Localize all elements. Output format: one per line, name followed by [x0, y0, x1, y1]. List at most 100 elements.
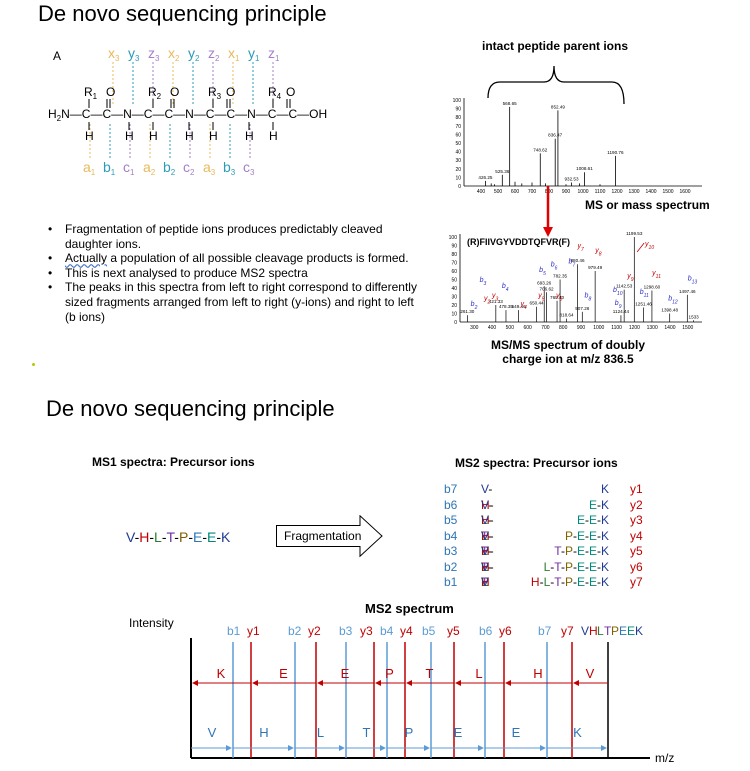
precursor-residue: - [202, 529, 207, 545]
y-axis-label: Intensity [129, 616, 174, 630]
svg-text:426.25: 426.25 [478, 175, 492, 180]
precursor-residue: - [161, 529, 167, 545]
y-series-residue: K [217, 666, 226, 681]
b-fragment: V [481, 575, 490, 589]
precursor-residue: - [216, 529, 222, 545]
y-fragment: P-E-E-K [564, 528, 609, 543]
svg-text:880.46: 880.46 [570, 258, 584, 263]
svg-text:500: 500 [506, 325, 515, 331]
ion-label: y2 [483, 296, 491, 306]
top-ion-label: y3 [128, 45, 140, 63]
svg-text:O: O [226, 85, 235, 99]
bullet-item: Fragmentation of peptide ions produces p… [48, 222, 420, 251]
precursor-residue: - [174, 529, 179, 545]
svg-text:1000: 1000 [577, 189, 588, 195]
panel-label: A [53, 49, 61, 63]
r-group-label: R3 [208, 85, 222, 101]
b-ion-label: b5 [444, 513, 458, 527]
ms2-spectrum-title: MS2 spectrum [365, 601, 454, 616]
spectrum-ion-label: y1 [247, 624, 260, 638]
svg-text:600: 600 [511, 189, 520, 195]
svg-text:261.30: 261.30 [460, 309, 474, 314]
r-group-label: R2 [148, 85, 162, 101]
sequence-letter: T [604, 624, 612, 638]
ion-label: y9 [626, 273, 634, 283]
svg-text:500: 500 [494, 189, 503, 195]
spectrum-ion-label: b2 [288, 624, 302, 638]
svg-text:800: 800 [559, 325, 568, 331]
sequence-letter: H [589, 624, 598, 638]
svg-text:1200: 1200 [629, 325, 640, 331]
svg-text:525.36: 525.36 [495, 169, 509, 174]
r-group-label: R4 [268, 85, 282, 101]
top-ion-label: y1 [248, 45, 260, 63]
svg-text:932.53: 932.53 [564, 177, 578, 182]
svg-text:300: 300 [470, 325, 479, 331]
y-ion-label: y5 [630, 544, 643, 558]
svg-text:979.49: 979.49 [588, 265, 602, 270]
bottom-ion-label: c2 [183, 159, 195, 177]
svg-text:H: H [269, 129, 278, 143]
ion-label: y8 [594, 247, 602, 257]
b-ion-label: b2 [444, 559, 458, 574]
bottom-ion-label: c1 [123, 159, 135, 177]
top-ion-label: z3 [148, 45, 160, 63]
svg-text:80: 80 [455, 115, 461, 121]
bullet-text: a population of all possible cleavage pr… [107, 251, 409, 266]
precursor-residue: - [134, 529, 140, 545]
peptide-fragmentation-diagram: A x3 y3 z3 x2 y2 z2 x1 y1 z1 R1 R2 R3 R4 O O O O H2N—C… [48, 45, 327, 177]
spectrum-ion-label: y7 [561, 624, 574, 638]
svg-text:40: 40 [451, 286, 457, 292]
top-ion-label: x2 [168, 45, 180, 63]
y-ion-label: y7 [630, 575, 643, 589]
sequence-letter: P [611, 624, 619, 638]
slide1-title: De novo sequencing principle [38, 1, 327, 26]
bottom-ion-label: c3 [243, 159, 255, 177]
bottom-ion-label: b3 [223, 159, 236, 177]
svg-text:1251.46: 1251.46 [635, 302, 652, 307]
svg-text:478.35: 478.35 [499, 304, 513, 309]
y-series-residue: H [533, 666, 542, 681]
ion-label: y7 [576, 243, 584, 253]
bullet-item: This is next analysed to produce MS2 spe… [48, 266, 420, 281]
ion-label: b7 [569, 258, 576, 268]
svg-text:1497.46: 1497.46 [679, 289, 696, 294]
y-series-residue: P [385, 666, 394, 681]
svg-text:400: 400 [488, 325, 497, 331]
b-fragment: V-H-L-T-P-E-E [481, 482, 494, 589]
ion-label: b13 [688, 275, 698, 285]
precursor-residue: K [221, 529, 231, 545]
b-series-residue: T [363, 725, 371, 740]
b-ion-label: b7 [444, 482, 458, 496]
svg-text:30: 30 [451, 295, 457, 301]
bottom-ion-label: a3 [203, 159, 216, 177]
svg-text:H: H [245, 129, 254, 143]
svg-text:O: O [106, 85, 115, 99]
underlined-word: Actually [65, 251, 108, 266]
svg-text:1000: 1000 [593, 325, 604, 331]
ion-label: y11 [651, 270, 661, 280]
b-series-residue: H [259, 725, 268, 740]
ms2-heading: MS2 spectra: Precursor ions [455, 456, 618, 470]
svg-text:907.26: 907.26 [575, 306, 589, 311]
svg-text:1124.44: 1124.44 [613, 309, 630, 314]
svg-text:60: 60 [455, 132, 461, 138]
ion-label: y10 [644, 241, 654, 251]
svg-text:400: 400 [477, 189, 486, 195]
x-axis-label: m/z [655, 751, 675, 765]
svg-text:549.46: 549.46 [512, 304, 526, 309]
precursor-residue: H [139, 529, 150, 545]
sequence-letter: E [627, 624, 635, 638]
y-series-residue: V [586, 666, 595, 681]
spectrum-ion-label: b7 [538, 624, 552, 638]
svg-text:421.33: 421.33 [489, 299, 503, 304]
sequence-letter: E [619, 624, 627, 638]
r-group-label: R1 [84, 85, 98, 101]
y-fragment: T-P-E-E-K [554, 544, 609, 558]
svg-text:818.64: 818.64 [559, 313, 573, 318]
y-fragment: E-K [588, 497, 609, 512]
precursor-residue: E [192, 529, 203, 545]
spectrum-ion-label: b6 [479, 624, 493, 638]
